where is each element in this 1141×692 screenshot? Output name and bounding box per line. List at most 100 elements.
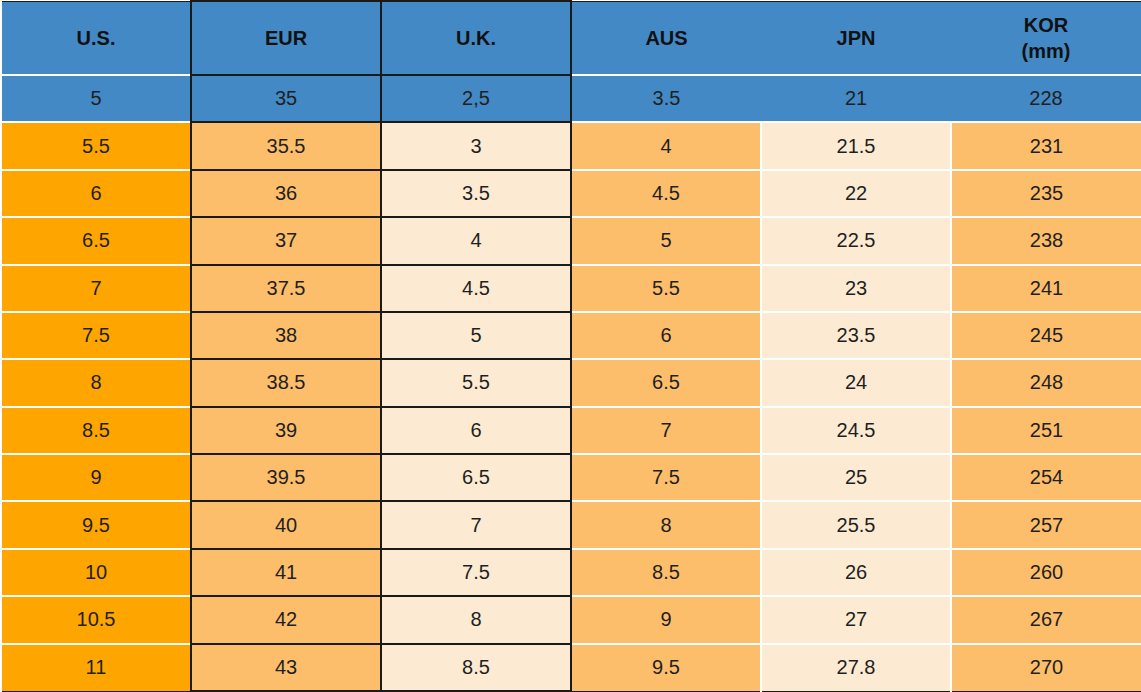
table-cell-us: 7.5 [1, 312, 191, 359]
table-cell-us: 10 [1, 549, 191, 596]
table-cell-kor: 245 [951, 312, 1141, 359]
table-cell-aus: 5.5 [571, 265, 761, 312]
table-cell-aus: 9 [571, 596, 761, 643]
table-row: 6.5374522.5238 [1, 217, 1141, 264]
table-cell-us: 8.5 [1, 407, 191, 454]
table-row: 737.54.55.523241 [1, 265, 1141, 312]
table-cell-kor: 270 [951, 644, 1141, 692]
table-cell-kor: 228 [951, 75, 1141, 122]
table-cell-uk: 5.5 [381, 359, 571, 406]
table-cell-uk: 6.5 [381, 454, 571, 501]
table-cell-eur: 38.5 [191, 359, 381, 406]
table-row: 10.5428927267 [1, 596, 1141, 643]
table-cell-eur: 35 [191, 75, 381, 122]
table-cell-jpn: 26 [761, 549, 951, 596]
table-cell-eur: 37.5 [191, 265, 381, 312]
table-cell-aus: 4.5 [571, 170, 761, 217]
table-cell-kor: 254 [951, 454, 1141, 501]
table-cell-uk: 8.5 [381, 644, 571, 692]
table-row: 8.5396724.5251 [1, 407, 1141, 454]
table-row: 838.55.56.524248 [1, 359, 1141, 406]
table-cell-uk: 3.5 [381, 170, 571, 217]
table-cell-uk: 6 [381, 407, 571, 454]
table-cell-jpn: 21 [761, 75, 951, 122]
table-cell-kor: 260 [951, 549, 1141, 596]
table-cell-eur: 35.5 [191, 122, 381, 169]
table-cell-aus: 4 [571, 122, 761, 169]
column-header-label: JPN [837, 27, 876, 49]
table-cell-jpn: 24 [761, 359, 951, 406]
column-header-jpn: JPN [761, 1, 951, 75]
table-cell-jpn: 22 [761, 170, 951, 217]
table-row: 939.56.57.525254 [1, 454, 1141, 501]
table-cell-aus: 3.5 [571, 75, 761, 122]
table-cell-jpn: 25 [761, 454, 951, 501]
column-header-label: EUR [265, 27, 307, 49]
table-cell-us: 6 [1, 170, 191, 217]
column-header-kor: KOR(mm) [951, 1, 1141, 75]
table-cell-jpn: 23.5 [761, 312, 951, 359]
table-cell-us: 9 [1, 454, 191, 501]
table-cell-uk: 7 [381, 501, 571, 548]
table-cell-uk: 2,5 [381, 75, 571, 122]
column-header-eur: EUR [191, 1, 381, 75]
table-cell-uk: 4 [381, 217, 571, 264]
table-cell-eur: 40 [191, 501, 381, 548]
table-cell-uk: 5 [381, 312, 571, 359]
table-cell-jpn: 25.5 [761, 501, 951, 548]
table-cell-jpn: 22.5 [761, 217, 951, 264]
table-row: 7.5385623.5245 [1, 312, 1141, 359]
table-cell-eur: 39 [191, 407, 381, 454]
column-header-us: U.S. [1, 1, 191, 75]
table-cell-us: 11 [1, 644, 191, 692]
table-cell-eur: 37 [191, 217, 381, 264]
table-cell-us: 8 [1, 359, 191, 406]
table-cell-jpn: 23 [761, 265, 951, 312]
column-header-uk: U.K. [381, 1, 571, 75]
table-cell-eur: 36 [191, 170, 381, 217]
table-cell-kor: 235 [951, 170, 1141, 217]
table-cell-eur: 41 [191, 549, 381, 596]
table-cell-aus: 8 [571, 501, 761, 548]
table-cell-us: 5 [1, 75, 191, 122]
table-cell-uk: 4.5 [381, 265, 571, 312]
table-cell-us: 5.5 [1, 122, 191, 169]
table-row: 11438.59.527.8270 [1, 644, 1141, 692]
table-row: 9.5407825.5257 [1, 501, 1141, 548]
table-cell-jpn: 24.5 [761, 407, 951, 454]
table-cell-us: 10.5 [1, 596, 191, 643]
column-header-sublabel: (mm) [951, 38, 1141, 64]
table-cell-aus: 6 [571, 312, 761, 359]
table-cell-jpn: 27 [761, 596, 951, 643]
table-row: 6363.54.522235 [1, 170, 1141, 217]
table-cell-us: 9.5 [1, 501, 191, 548]
table-cell-kor: 257 [951, 501, 1141, 548]
table-cell-eur: 42 [191, 596, 381, 643]
column-header-label: KOR [1024, 14, 1068, 36]
table-row: 5352,53.521228 [1, 75, 1141, 122]
table-cell-eur: 39.5 [191, 454, 381, 501]
table-cell-kor: 267 [951, 596, 1141, 643]
table-row: 10417.58.526260 [1, 549, 1141, 596]
table-cell-eur: 38 [191, 312, 381, 359]
table-cell-kor: 251 [951, 407, 1141, 454]
table-row: 5.535.53421.5231 [1, 122, 1141, 169]
table-cell-aus: 6.5 [571, 359, 761, 406]
table-cell-aus: 7 [571, 407, 761, 454]
table-cell-aus: 7.5 [571, 454, 761, 501]
table-cell-us: 6.5 [1, 217, 191, 264]
table-cell-aus: 5 [571, 217, 761, 264]
table-cell-uk: 3 [381, 122, 571, 169]
column-header-label: U.S. [77, 27, 116, 49]
table-cell-jpn: 27.8 [761, 644, 951, 692]
table-cell-uk: 7.5 [381, 549, 571, 596]
table-cell-eur: 43 [191, 644, 381, 692]
table-cell-kor: 248 [951, 359, 1141, 406]
table-cell-uk: 8 [381, 596, 571, 643]
column-header-label: AUS [645, 27, 687, 49]
table-header: U.S. EUR U.K. AUS JPN KOR(mm) [1, 1, 1141, 75]
table-cell-us: 7 [1, 265, 191, 312]
table-cell-kor: 231 [951, 122, 1141, 169]
size-conversion-table: U.S.EURU.K.AUSJPNKOR(mm) 5352,53.5212285… [0, 0, 1141, 692]
table-cell-kor: 241 [951, 265, 1141, 312]
